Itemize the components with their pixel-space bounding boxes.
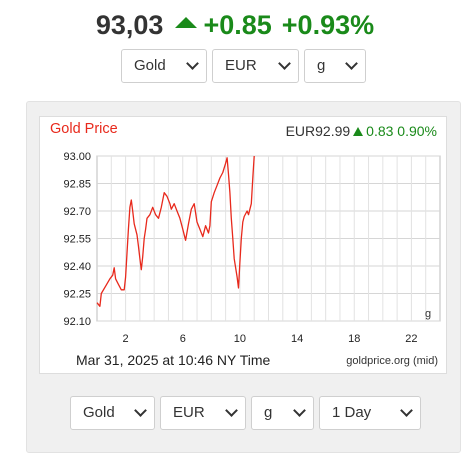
price-series-line — [96, 155, 255, 307]
chart-price-summary: EUR92.99 0.83 0.90% — [286, 123, 437, 139]
y-tick-label: 92.85 — [63, 179, 91, 191]
x-tick-label: 10 — [234, 333, 246, 345]
chart-timestamp: Mar 31, 2025 at 10:46 NY Time — [76, 352, 271, 368]
chevron-down-icon — [345, 57, 358, 70]
x-tick-label: 18 — [348, 333, 360, 345]
currency-select-value: EUR — [225, 57, 257, 74]
currency-select-value: EUR — [173, 404, 205, 421]
chart-change: 0.83 — [366, 123, 394, 139]
metal-select-value: Gold — [83, 404, 115, 421]
current-price: 93,03 — [95, 10, 164, 40]
unit-select-bottom[interactable]: g — [251, 396, 314, 430]
currency-select-bottom[interactable]: EUR — [160, 396, 246, 430]
currency-select-top[interactable]: EUR — [212, 49, 299, 83]
chart-change-percent: 0.90% — [397, 123, 437, 139]
y-tick-label: 92.55 — [63, 234, 91, 246]
chart-widget: Gold Price EUR92.99 0.83 0.90% 93.00 92.85… — [39, 116, 447, 374]
chevron-down-icon — [134, 404, 147, 417]
chevron-down-icon — [186, 57, 199, 70]
chart-source: goldprice.org (mid) — [346, 355, 438, 367]
unit-select-top[interactable]: g — [304, 49, 366, 83]
x-tick-label: 2 — [123, 333, 129, 345]
chevron-down-icon — [293, 404, 306, 417]
y-tick-label: 92.10 — [63, 316, 91, 328]
unit-select-value: g — [317, 57, 326, 74]
range-select[interactable]: 1 Day — [319, 396, 421, 430]
chevron-down-icon — [278, 57, 291, 70]
y-tick-label: 92.70 — [63, 206, 91, 218]
up-arrow-icon — [353, 127, 364, 136]
price-change-percent: +0.93% — [281, 10, 375, 40]
chevron-down-icon — [400, 404, 413, 417]
chevron-down-icon — [225, 404, 238, 417]
chart-current-price: EUR92.99 — [285, 123, 351, 139]
y-tick-label: 92.25 — [63, 289, 91, 301]
unit-label: g — [425, 308, 431, 320]
price-header: 93,03 +0.85 +0.93% — [0, 10, 470, 41]
x-tick-label: 6 — [180, 333, 186, 345]
metal-select-top[interactable]: Gold — [121, 49, 207, 83]
price-change: +0.85 — [203, 10, 272, 40]
y-tick-label: 93.00 — [63, 151, 91, 163]
unit-select-value: g — [264, 404, 273, 421]
gold-price-line-chart: 93.00 92.85 92.70 92.55 92.40 92.25 92.10 2 6 10… — [63, 151, 441, 345]
range-select-value: 1 Day — [332, 404, 372, 421]
y-tick-label: 92.40 — [63, 261, 91, 273]
x-tick-label: 22 — [405, 333, 417, 345]
up-arrow-icon — [175, 17, 198, 28]
metal-select-bottom[interactable]: Gold — [70, 396, 155, 430]
metal-select-value: Gold — [134, 57, 166, 74]
chart-title: Gold Price — [50, 121, 118, 137]
x-tick-label: 14 — [291, 333, 303, 345]
